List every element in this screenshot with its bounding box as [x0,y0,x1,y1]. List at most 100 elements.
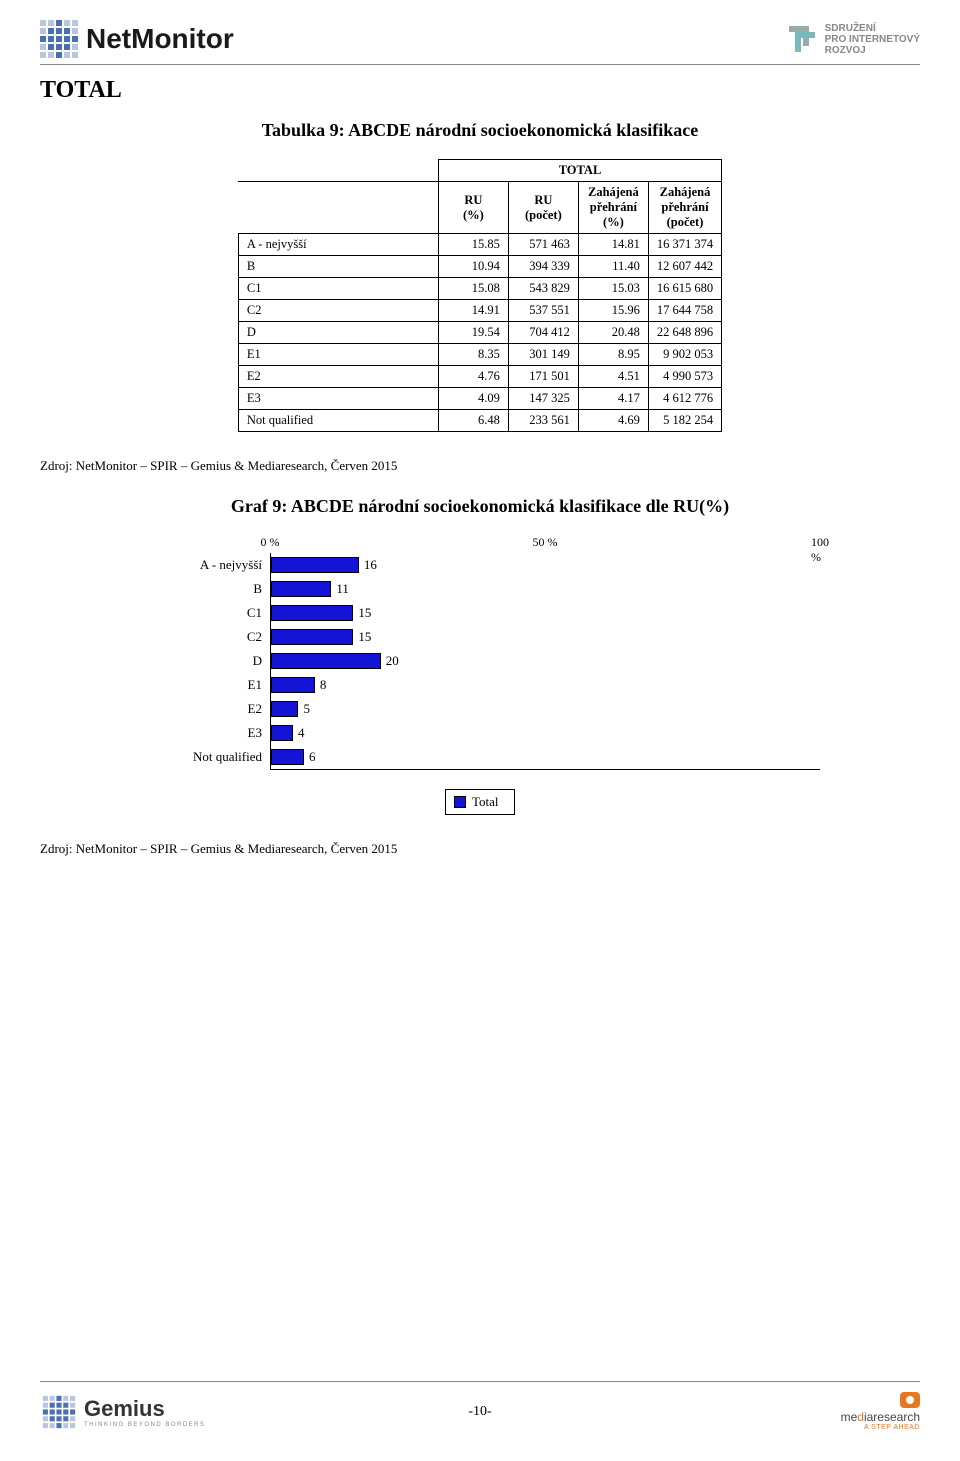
table-row: E18.35301 1498.959 902 053 [238,344,721,366]
cell-ru-pct: 15.85 [438,234,508,256]
cell-ru-cnt: 543 829 [508,278,578,300]
cell-ru-pct: 8.35 [438,344,508,366]
row-label: C1 [238,278,438,300]
cell-zp-cnt: 4 612 776 [648,388,721,410]
bar-chart: 0 % 50 % 100 % A - nejvyšší16B11C115C215… [140,535,820,815]
cell-ru-cnt: 571 463 [508,234,578,256]
spir-line3: ROZVOJ [825,45,920,56]
table-super-header: TOTAL [438,160,721,182]
netmonitor-dots-icon [40,20,78,58]
cell-zp-cnt: 16 615 680 [648,278,721,300]
netmonitor-brand-text: NetMonitor [86,23,234,55]
cell-ru-cnt: 301 149 [508,344,578,366]
chart-bar-area: 11 [270,577,820,601]
gemius-text: Gemius [84,1396,206,1422]
spir-logo: SDRUŽENÍ PRO INTERNETOVÝ ROZVOJ [785,22,920,56]
chart-category-label: E1 [140,677,270,693]
source-line-1: Zdroj: NetMonitor – SPIR – Gemius & Medi… [40,458,920,474]
gemius-dots-icon [43,1395,75,1427]
chart-bar-area: 20 [270,649,820,673]
row-label: E1 [238,344,438,366]
cell-zp-pct: 20.48 [578,322,648,344]
table-row: C214.91537 55115.9617 644 758 [238,300,721,322]
chart-bar-value: 11 [336,581,349,597]
chart-bar-value: 20 [386,653,399,669]
cell-zp-cnt: 12 607 442 [648,256,721,278]
cell-ru-cnt: 171 501 [508,366,578,388]
table-row: A - nejvyšší15.85571 46314.8116 371 374 [238,234,721,256]
chart-bar-area: 16 [270,553,820,577]
chart-row: D20 [140,649,820,673]
cell-zp-cnt: 5 182 254 [648,410,721,432]
spir-line1: SDRUŽENÍ [825,23,920,34]
cell-ru-cnt: 537 551 [508,300,578,322]
cell-zp-cnt: 9 902 053 [648,344,721,366]
spir-line2: PRO INTERNETOVÝ [825,34,920,45]
cell-zp-cnt: 17 644 758 [648,300,721,322]
row-label: A - nejvyšší [238,234,438,256]
mediaresearch-icon [900,1392,920,1408]
col-zp-pct: Zahájená přehrání (%) [578,182,648,234]
chart-bar: 11 [271,581,331,597]
cell-ru-cnt: 147 325 [508,388,578,410]
chart-row: E3 4 [140,721,820,745]
page-footer: Gemius THINKING BEYOND BORDERS -10- medi… [40,1381,920,1431]
legend-label: Total [472,794,499,810]
spir-icon [785,22,819,56]
chart-bar: 15 [271,605,353,621]
cell-zp-pct: 11.40 [578,256,648,278]
row-label: B [238,256,438,278]
table-row: D19.54704 41220.4822 648 896 [238,322,721,344]
chart-row: C115 [140,601,820,625]
chart-bar-area: 4 [270,721,820,745]
chart-row: E18 [140,673,820,697]
chart-bar-area: 5 [270,697,820,721]
chart-bar-value: 6 [309,749,316,765]
col-ru-cnt: RU (počet) [508,182,578,234]
cell-ru-pct: 14.91 [438,300,508,322]
cell-ru-pct: 4.09 [438,388,508,410]
chart-bar-value: 15 [358,629,371,645]
table-row: E34.09147 3254.174 612 776 [238,388,721,410]
chart-row: E25 [140,697,820,721]
cell-ru-pct: 4.76 [438,366,508,388]
chart-bar: 16 [271,557,359,573]
row-label: E3 [238,388,438,410]
chart-category-label: E3 [140,725,270,741]
row-label: C2 [238,300,438,322]
netmonitor-logo: NetMonitor [40,20,234,58]
xtick-50: 50 % [533,535,558,550]
cell-zp-pct: 4.17 [578,388,648,410]
chart-category-label: C1 [140,605,270,621]
data-table: TOTAL RU (%) RU (počet) Zahájená přehrán… [238,159,722,432]
row-label: Not qualified [238,410,438,432]
chart-title: Graf 9: ABCDE národní socioekonomická kl… [40,496,920,517]
mediaresearch-text: mediaresearch [841,1410,920,1424]
cell-zp-pct: 4.69 [578,410,648,432]
cell-zp-pct: 4.51 [578,366,648,388]
table-row: E24.76171 5014.514 990 573 [238,366,721,388]
row-label: D [238,322,438,344]
chart-bar-value: 5 [303,701,310,717]
chart-bar-value: 4 [298,725,305,741]
table-title: Tabulka 9: ABCDE národní socioekonomická… [40,120,920,141]
chart-row: B11 [140,577,820,601]
chart-legend: Total [445,789,515,815]
table-row: Not qualified6.48233 5614.695 182 254 [238,410,721,432]
chart-bar: 5 [271,701,298,717]
chart-bar-value: 16 [364,557,377,573]
chart-category-label: C2 [140,629,270,645]
chart-bar-value: 8 [320,677,327,693]
chart-category-label: A - nejvyšší [140,557,270,573]
xtick-0: 0 % [261,535,280,550]
legend-swatch [454,796,466,808]
mediaresearch-sub: A STEP AHEAD [841,1424,920,1431]
chart-bar-area: 15 [270,625,820,649]
cell-zp-cnt: 22 648 896 [648,322,721,344]
chart-bar: 8 [271,677,315,693]
chart-x-axis-line [270,769,820,775]
cell-ru-pct: 6.48 [438,410,508,432]
col-zp-cnt: Zahájená přehrání (počet) [648,182,721,234]
chart-bar: 20 [271,653,381,669]
chart-row: C2 15 [140,625,820,649]
